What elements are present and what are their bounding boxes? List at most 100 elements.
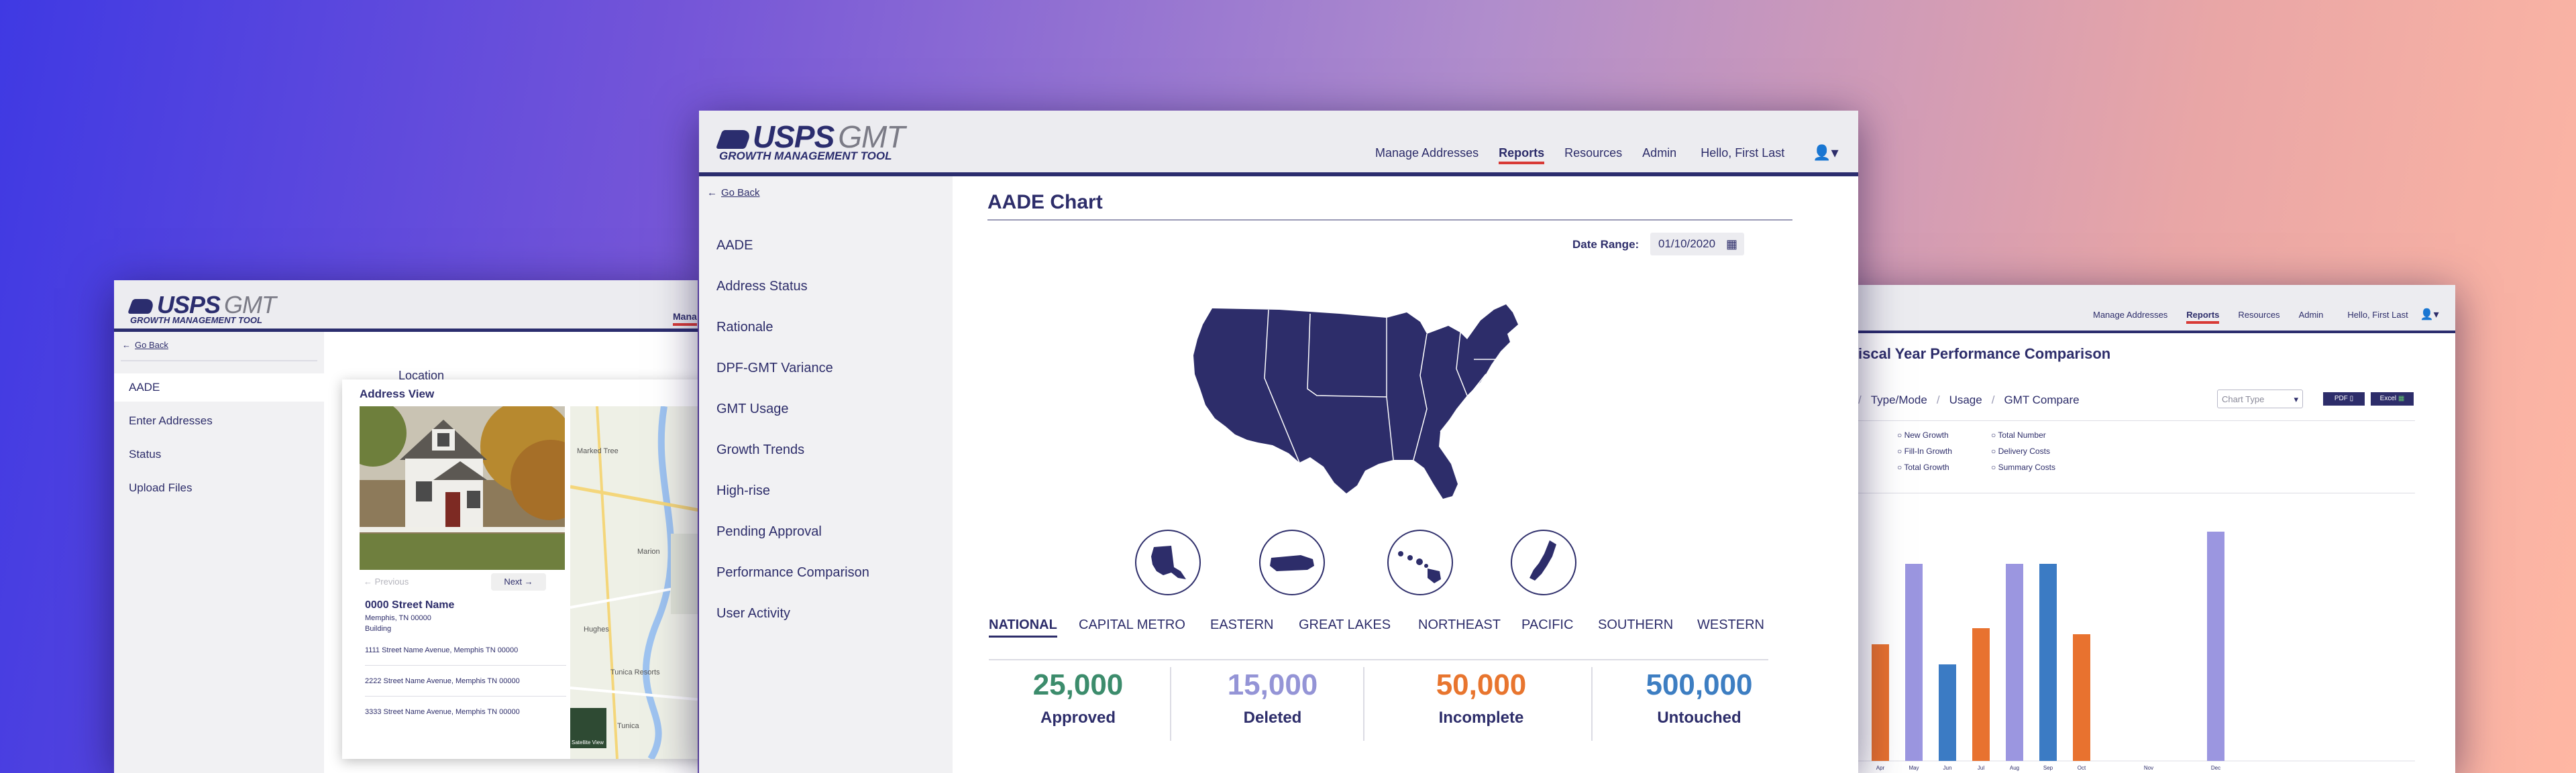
arrow-right-icon: → — [524, 577, 533, 587]
tab-pacific[interactable]: PACIFIC — [1521, 617, 1574, 632]
sidebar-item-enter-addresses[interactable]: Enter Addresses — [129, 414, 213, 427]
location-label: Location — [398, 369, 445, 382]
puerto-rico-button[interactable] — [1259, 530, 1325, 595]
divider — [989, 659, 1768, 660]
date-range-input[interactable]: 01/10/2020 ▦ — [1650, 233, 1744, 255]
breadcrumb-item[interactable]: GMT Compare — [2004, 394, 2080, 406]
radio-option[interactable]: ○ New Growth — [1897, 430, 1949, 440]
satellite-view-label[interactable]: Satellite View — [572, 739, 604, 746]
breadcrumb: / Type/Mode / Usage / GMT Compare — [1858, 394, 2080, 406]
breadcrumb-item[interactable]: Type/Mode — [1870, 394, 1927, 406]
previous-button[interactable]: ← Previous — [364, 577, 409, 587]
nav-item-reports[interactable]: Reports — [1499, 145, 1545, 164]
radio-option[interactable]: ○ Delivery Costs — [1991, 447, 2050, 456]
go-back-link[interactable]: ← Go Back — [707, 187, 760, 198]
tab-capital-metro[interactable]: CAPITAL METRO — [1079, 617, 1185, 632]
sidebar-item-gmt-usage[interactable]: GMT Usage — [716, 402, 789, 416]
alaska-button[interactable] — [1135, 530, 1201, 595]
arrow-left-icon: ← — [707, 187, 717, 198]
nav-item-manage-addresses[interactable]: Manage Addresses — [1375, 145, 1479, 160]
sidebar-item-address-status[interactable]: Address Status — [716, 279, 808, 294]
user-menu-icon[interactable]: 👤▾ — [1813, 144, 1839, 161]
nav-item-manage-addresses[interactable]: Manage Addresses — [2093, 309, 2168, 320]
sidebar-item-growth-trends[interactable]: Growth Trends — [716, 442, 805, 457]
tab-northeast[interactable]: NORTHEAST — [1418, 617, 1501, 632]
us-map[interactable] — [1185, 295, 1561, 510]
address-list-item[interactable]: 3333 Street Name Avenue, Memphis TN 0000… — [365, 708, 520, 716]
stat-untouched: 500,000 Untouched — [1602, 668, 1796, 727]
nav-item-resources[interactable]: Resources — [2238, 309, 2280, 320]
tab-southern[interactable]: SOUTHERN — [1598, 617, 1674, 632]
tab-eastern[interactable]: EASTERN — [1210, 617, 1274, 632]
sidebar-item-aade[interactable]: AADE — [716, 238, 753, 253]
chart-bar — [2207, 532, 2224, 761]
sidebar-item-performance-comparison[interactable]: Performance Comparison — [716, 565, 869, 580]
excel-button[interactable]: Excel ▦ — [2371, 392, 2414, 406]
type: Building — [365, 625, 392, 633]
sidebar-item-rationale[interactable]: Rationale — [716, 320, 773, 335]
right-window: Manage Addresses Reports Resources Admin… — [1758, 285, 2455, 773]
tab-great-lakes[interactable]: GREAT LAKES — [1299, 617, 1391, 632]
chevron-down-icon: ▾ — [2294, 394, 2298, 404]
sidebar-item-pending-approval[interactable]: Pending Approval — [716, 524, 822, 539]
sidebar-item-upload-files[interactable]: Upload Files — [129, 481, 193, 494]
map-label: Marked Tree — [577, 447, 619, 455]
city: Memphis, TN 00000 — [365, 614, 431, 622]
card-title: Address View — [360, 388, 435, 400]
divider — [365, 665, 566, 666]
chart-type-select[interactable]: Chart Type ▾ — [2217, 390, 2303, 408]
logo[interactable]: USPS GMT — [127, 291, 276, 319]
sidebar-item-user-activity[interactable]: User Activity — [716, 606, 791, 621]
page-title: AADE Chart — [987, 191, 1103, 213]
divider — [1363, 667, 1364, 741]
radio-icon: ○ — [1897, 463, 1902, 472]
chart-bar — [1939, 664, 1956, 761]
guam-button[interactable] — [1511, 530, 1576, 595]
stat-value: 50,000 — [1436, 668, 1527, 701]
divider — [1591, 667, 1593, 741]
go-back-link[interactable]: ← Go Back — [122, 340, 168, 350]
x-tick-label: Dec — [2211, 765, 2220, 771]
tab-western[interactable]: WESTERN — [1697, 617, 1764, 632]
radio-option[interactable]: ○ Total Number — [1991, 430, 2046, 440]
tab-national[interactable]: NATIONAL — [989, 617, 1057, 638]
nav-item-admin[interactable]: Admin — [2298, 309, 2324, 320]
radio-icon: ○ — [1991, 463, 1996, 472]
page-title: iscal Year Performance Comparison — [1858, 345, 2111, 362]
spreadsheet-icon: ▦ — [2398, 395, 2405, 402]
user-menu-icon[interactable]: 👤▾ — [2420, 309, 2439, 320]
address-list-item[interactable]: 2222 Street Name Avenue, Memphis TN 0000… — [365, 677, 520, 685]
sidebar-item-dpf-gmt-variance[interactable]: DPF-GMT Variance — [716, 361, 833, 375]
map-view[interactable]: Marked Tree Marion Hughes Tunica Resorts… — [570, 406, 698, 759]
hawaii-button[interactable] — [1387, 530, 1453, 595]
sidebar-item-status[interactable]: Status — [129, 448, 162, 461]
stat-label: Approved — [1040, 709, 1116, 727]
greeting: Hello, First Last — [2347, 309, 2408, 320]
sidebar-item-high-rise[interactable]: High-rise — [716, 483, 771, 498]
left-window: USPS GMT GROWTH MANAGEMENT TOOL Mana ← Go … — [114, 280, 698, 773]
calendar-icon[interactable]: ▦ — [1725, 237, 1737, 251]
next-button[interactable]: Next → — [491, 573, 546, 591]
sidebar-item-aade[interactable]: AADE — [129, 381, 160, 394]
nav-item-admin[interactable]: Admin — [1642, 145, 1677, 160]
center-sidebar: ← Go Back AADE Address Status Rationale D… — [699, 176, 953, 773]
logo[interactable]: USPS GMT — [715, 119, 905, 155]
pdf-button[interactable]: PDF ▯ — [2323, 392, 2365, 406]
alaska-icon — [1151, 546, 1186, 579]
chart-bar — [1905, 564, 1923, 761]
divider — [121, 360, 317, 361]
nav-item-reports[interactable]: Reports — [2186, 309, 2220, 324]
breadcrumb-item[interactable]: Usage — [1949, 394, 1982, 406]
street-name: 0000 Street Name — [365, 599, 455, 611]
radio-option[interactable]: ○ Total Growth — [1897, 463, 1949, 472]
map-label: Hughes — [584, 626, 609, 634]
nav-item-resources[interactable]: Resources — [1564, 145, 1623, 160]
address-list-item[interactable]: 1111 Street Name Avenue, Memphis TN 0000… — [365, 646, 519, 654]
stat-incomplete: 50,000 Incomplete — [1374, 668, 1589, 727]
divider — [1170, 667, 1171, 741]
radio-option[interactable]: ○ Summary Costs — [1991, 463, 2055, 472]
stat-value: 500,000 — [1646, 668, 1753, 701]
stat-label: Deleted — [1243, 709, 1302, 727]
nav-item-manage[interactable]: Mana — [673, 311, 697, 326]
radio-option[interactable]: ○ Fill-In Growth — [1897, 447, 1952, 456]
